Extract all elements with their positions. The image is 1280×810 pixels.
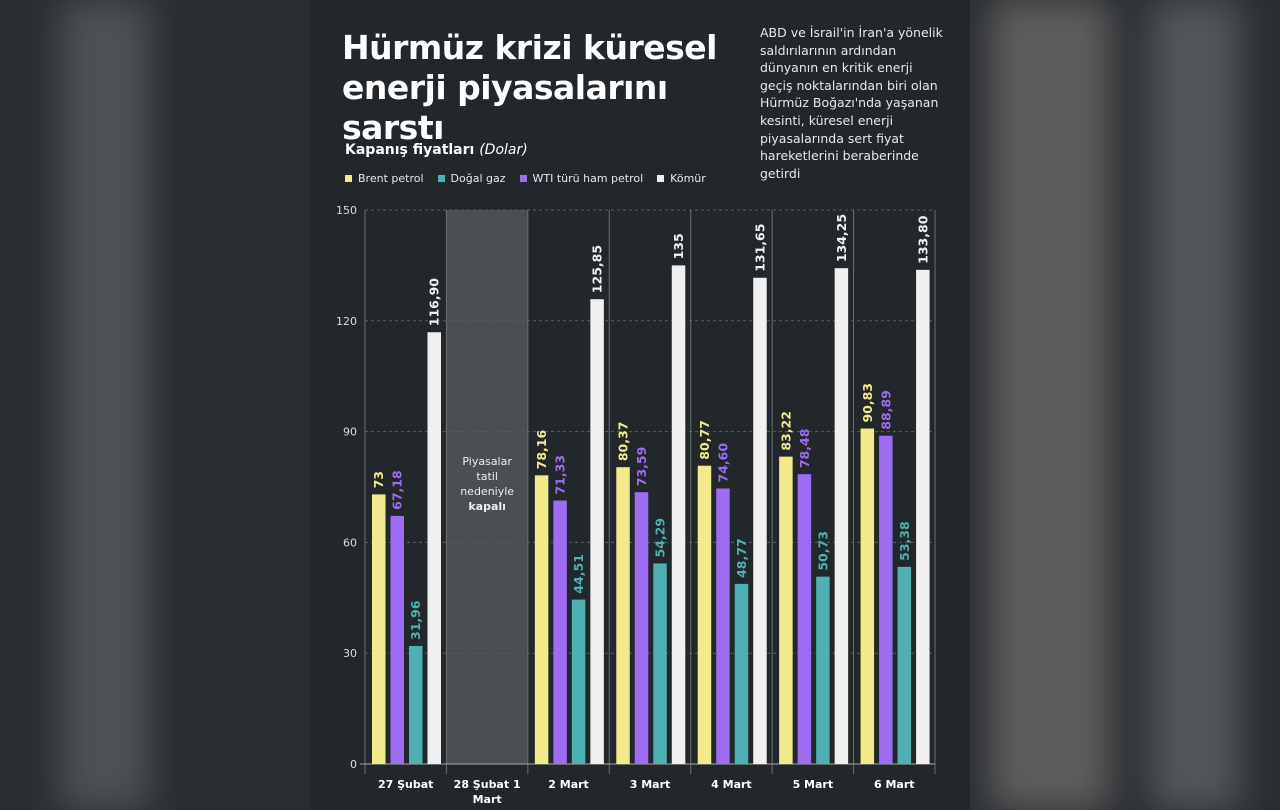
- value-label: 135: [671, 233, 686, 259]
- legend-label: WTI türü ham petrol: [532, 172, 644, 185]
- legend-swatch: [345, 175, 352, 182]
- value-label: 74,60: [715, 443, 730, 483]
- value-label: 90,83: [860, 383, 875, 423]
- bar: [671, 265, 686, 764]
- unit: (Dolar): [479, 142, 528, 158]
- x-tick-label: 27 Şubat: [377, 778, 434, 791]
- bar: [834, 268, 849, 764]
- annotation: tatil: [476, 470, 497, 483]
- bar: [916, 269, 930, 764]
- value-label: 131,65: [752, 224, 767, 272]
- y-tick-label: 0: [350, 758, 357, 771]
- value-label: 80,77: [697, 420, 712, 460]
- value-label: 53,38: [897, 521, 912, 561]
- bar: [571, 599, 586, 764]
- subtitle: Kapanış fiyatları (Dolar): [345, 142, 528, 158]
- bar: [409, 645, 423, 764]
- title: Hürmüz krizi küresel enerji piyasalarını…: [342, 28, 717, 147]
- bar: [797, 474, 812, 764]
- y-tick-label: 90: [343, 426, 357, 439]
- value-label: 44,51: [571, 554, 586, 594]
- legend-item: Brent petrol: [345, 172, 424, 185]
- annotation: kapalı: [468, 500, 506, 513]
- value-label: 67,18: [390, 470, 405, 510]
- bar: [816, 576, 830, 764]
- background-blur: [990, 0, 1110, 810]
- legend-swatch: [437, 175, 445, 182]
- value-label: 50,73: [815, 531, 830, 571]
- legend-item: WTI türü ham petrol: [519, 172, 644, 185]
- background-blur: [1150, 0, 1240, 810]
- bar: [427, 332, 441, 764]
- annotation: Piyasalar: [462, 455, 512, 468]
- value-label: 134,25: [834, 214, 849, 262]
- bar: [390, 515, 404, 764]
- value-label: 31,96: [408, 600, 423, 640]
- legend-item: Doğal gaz: [437, 172, 506, 185]
- legend-label: Doğal gaz: [450, 172, 506, 185]
- bar: [372, 494, 386, 764]
- bar: [616, 467, 630, 764]
- x-tick-label: 3 Mart: [629, 778, 671, 791]
- bar: [590, 299, 604, 764]
- y-tick-label: 120: [336, 315, 357, 328]
- value-label: 73,59: [634, 447, 649, 487]
- closed-shade: [446, 210, 528, 764]
- x-tick-label: 28 Şubat 1 Mart: [453, 778, 521, 806]
- legend-label: Kömür: [670, 172, 706, 185]
- bar: [653, 563, 667, 764]
- y-tick-label: 60: [343, 536, 357, 549]
- value-label: 88,89: [878, 390, 893, 430]
- value-label: 80,37: [616, 422, 631, 462]
- x-tick-label: 2 Mart: [548, 778, 589, 791]
- x-tick-label: 4 Mart: [711, 778, 752, 791]
- bar: [879, 435, 893, 764]
- description: ABD ve İsrail'in İran'a yönelik saldırıl…: [760, 25, 943, 181]
- value-label: 54,29: [653, 518, 668, 558]
- legend: Brent petrol Doğal gaz WTI türü ham petrol…: [345, 172, 706, 185]
- value-label: 83,22: [778, 411, 793, 451]
- value-label: 133,80: [915, 215, 930, 264]
- bar: [534, 475, 549, 764]
- bar: [697, 465, 712, 764]
- x-tick-label: 6 Mart: [874, 778, 915, 791]
- bar: [860, 428, 875, 764]
- legend-label: Brent petrol: [358, 172, 424, 185]
- bar: [734, 583, 749, 764]
- legend-swatch: [657, 175, 665, 182]
- bar: [553, 500, 567, 764]
- bar: [779, 456, 793, 764]
- subtitle-text: Kapanış fiyatları: [345, 142, 475, 158]
- legend-item: Kömür: [657, 172, 706, 185]
- value-label: 78,48: [797, 429, 812, 469]
- background-blur: [60, 0, 150, 810]
- bar: [753, 277, 767, 764]
- x-tick-label: 5 Mart: [792, 778, 834, 791]
- value-label: 116,90: [427, 278, 442, 327]
- value-label: 73: [371, 471, 386, 488]
- bar: [716, 488, 730, 764]
- value-label: 71,33: [553, 455, 568, 495]
- legend-swatch: [519, 175, 527, 182]
- y-tick-label: 30: [343, 647, 357, 660]
- annotation: nedeniyle: [460, 485, 514, 498]
- bar: [634, 492, 649, 764]
- bar: [897, 566, 912, 764]
- value-label: 125,85: [590, 245, 605, 293]
- value-label: 78,16: [534, 429, 549, 469]
- value-label: 48,77: [734, 538, 749, 578]
- y-tick-label: 150: [336, 204, 357, 217]
